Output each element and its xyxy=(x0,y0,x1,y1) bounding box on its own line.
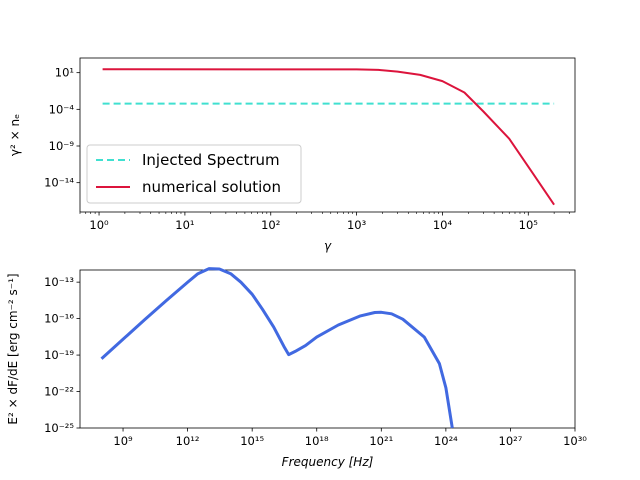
spectrum-minor-ticks xyxy=(79,212,570,214)
spectrum-y-ticks: 10¹ 10⁻⁴ 10⁻⁹ 10⁻¹⁴ xyxy=(44,66,80,190)
spectrum-series-line-1 xyxy=(102,68,555,206)
sed-y-tick-label: 10⁻¹³ xyxy=(44,275,74,289)
sed-x-tick-label: 10¹⁵ xyxy=(240,434,264,448)
sed-x-ticks: 10⁹ 10¹² 10¹⁵ 10¹⁸ 10²¹ 10²⁴ 10²⁷ 10³⁰ xyxy=(113,428,587,448)
sed-lines xyxy=(100,267,454,429)
legend-label-numerical: numerical solution xyxy=(142,178,281,196)
sed-x-tick-label: 10⁹ xyxy=(113,434,133,448)
spectrum-x-tick-label: 10⁴ xyxy=(433,218,453,232)
spectrum-y-axis-label: γ² × nₑ xyxy=(8,114,22,156)
sed-x-tick-label: 10¹⁸ xyxy=(305,434,329,448)
spectrum-y-tick-label: 10⁻¹⁴ xyxy=(44,176,74,190)
sed-y-tick-label: 10⁻¹⁹ xyxy=(44,348,74,362)
sed-x-tick-label: 10²⁷ xyxy=(499,434,523,448)
spectrum-x-ticks: 10⁰ 10¹ 10² 10³ 10⁴ 10⁵ xyxy=(89,212,538,232)
sed-plot-area xyxy=(79,269,576,429)
sed-x-tick-label: 10³⁰ xyxy=(563,434,587,448)
sed-y-tick-label: 10⁻²⁵ xyxy=(44,421,74,435)
sed-y-tick-label: 10⁻²² xyxy=(44,385,74,399)
spectrum-x-tick-label: 10³ xyxy=(347,218,367,232)
sed-x-tick-label: 10¹² xyxy=(176,434,200,448)
spectrum-x-tick-label: 10¹ xyxy=(175,218,194,232)
sed-series-line-0 xyxy=(100,267,454,429)
sed-y-ticks: 10⁻¹³ 10⁻¹⁶ 10⁻¹⁹ 10⁻²² 10⁻²⁵ xyxy=(44,275,80,435)
spectrum-panel: 10⁰ 10¹ 10² 10³ 10⁴ 10⁵ 10¹ 10⁻⁴ 10⁻⁹ 10⁻¹⁴ γ γ²… xyxy=(8,57,576,253)
spectrum-plot-area xyxy=(79,57,576,213)
spectrum-x-axis-label: γ xyxy=(324,239,332,253)
sed-y-tick-label: 10⁻¹⁶ xyxy=(44,312,74,326)
spectrum-x-tick-label: 10² xyxy=(261,218,280,232)
sed-x-tick-label: 10²⁴ xyxy=(434,434,458,448)
legend-label-injected: Injected Spectrum xyxy=(142,151,280,169)
sed-y-axis-label: E² × dF/dE [erg cm⁻² s⁻¹] xyxy=(6,273,20,424)
legend: Injected Spectrum numerical solution xyxy=(86,144,302,204)
sed-panel: 10⁹ 10¹² 10¹⁵ 10¹⁸ 10²¹ 10²⁴ 10²⁷ 10³⁰ 10⁻¹³10⁻… xyxy=(6,267,587,469)
spectrum-y-tick-label: 10¹ xyxy=(55,66,74,80)
spectrum-y-tick-label: 10⁻⁴ xyxy=(49,102,75,116)
sed-x-tick-label: 10²¹ xyxy=(369,434,393,448)
legend-box xyxy=(86,144,302,204)
spectrum-lines xyxy=(102,68,555,206)
spectrum-x-tick-label: 10⁵ xyxy=(519,218,539,232)
spectrum-x-tick-label: 10⁰ xyxy=(89,218,109,232)
spectrum-y-tick-label: 10⁻⁹ xyxy=(49,139,75,153)
sed-x-axis-label: Frequency [Hz] xyxy=(282,455,374,469)
